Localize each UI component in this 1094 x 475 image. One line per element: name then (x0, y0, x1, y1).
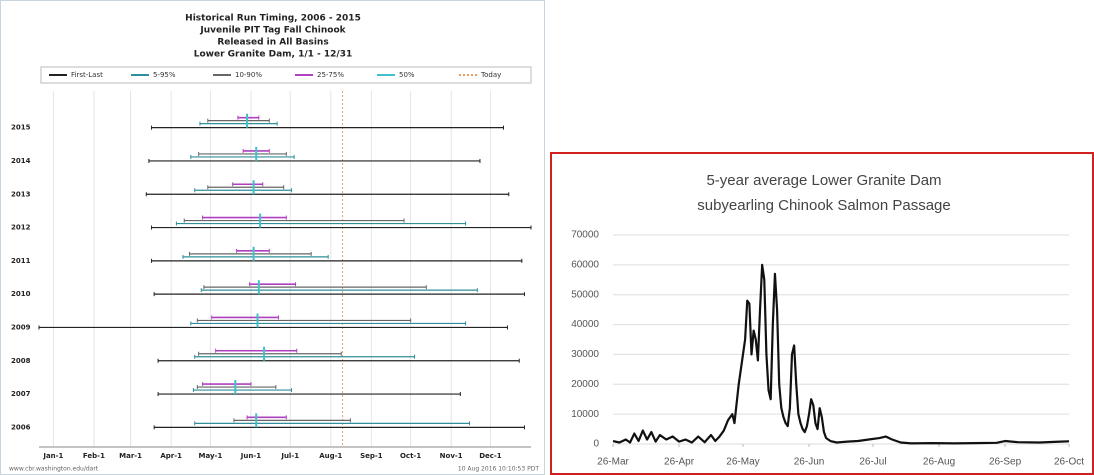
x-tick-label: Jul-1 (280, 452, 299, 460)
footer-left: www.cbr.washington.edu/dart (9, 466, 99, 473)
legend-label: 10-90% (235, 71, 262, 79)
y-tick-label: 2012 (11, 224, 31, 232)
x-tick-label: Jun-1 (240, 452, 261, 460)
x-tick-label: 26-Oct (1054, 457, 1084, 468)
x-tick-label: 26-Jun (794, 457, 825, 468)
legend-box (40, 66, 532, 84)
x-tick-label: 26-May (726, 457, 759, 468)
footer-right: 10 Aug 2016 10:10:53 PDT (458, 466, 539, 473)
x-tick-label: Aug-1 (319, 452, 342, 460)
y-tick-label: 10000 (571, 409, 599, 420)
y-tick-label: 30000 (571, 349, 599, 360)
y-tick-label: 20000 (571, 379, 599, 390)
run-timing-chart: Historical Run Timing, 2006 - 2015 Juveni… (0, 0, 545, 475)
x-tick-label: 26-Mar (597, 457, 629, 468)
y-tick-label: 2014 (11, 157, 31, 165)
y-tick-label: 60000 (571, 259, 599, 270)
legend-label: 25-75% (317, 71, 344, 79)
legend-label: 50% (399, 71, 415, 79)
x-tick-label: Mar-1 (119, 452, 142, 460)
x-tick-label: Feb-1 (83, 452, 105, 460)
chart-title: Juvenile PIT Tag Fall Chinook (199, 26, 346, 36)
legend-label: 5-95% (153, 71, 176, 79)
y-tick-label: 50000 (571, 289, 599, 300)
y-tick-label: 2013 (11, 190, 31, 198)
x-tick-label: May-1 (199, 452, 223, 460)
x-tick-label: 26-Apr (664, 457, 695, 468)
y-tick-label: 40000 (571, 319, 599, 330)
x-tick-label: 26-Aug (923, 457, 955, 468)
chart-title: Historical Run Timing, 2006 - 2015 (185, 14, 361, 24)
legend-label: First-Last (71, 71, 103, 79)
y-tick-label: 0 (593, 439, 599, 450)
x-tick-label: Jan-1 (42, 452, 63, 460)
y-tick-label: 2009 (11, 323, 31, 331)
y-tick-label: 2006 (11, 423, 31, 431)
chart-title: subyearling Chinook Salmon Passage (697, 197, 950, 214)
legend-label: Today (480, 71, 501, 79)
y-tick-label: 2015 (11, 124, 31, 132)
chart-title: 5-year average Lower Granite Dam (706, 172, 941, 189)
x-tick-label: 26-Jul (859, 457, 886, 468)
x-tick-label: Oct-1 (400, 452, 421, 460)
y-tick-label: 2008 (11, 357, 31, 365)
x-tick-label: 26-Sep (989, 457, 1022, 468)
chart-title: Released in All Basins (217, 38, 328, 48)
x-tick-label: Nov-1 (440, 452, 463, 460)
y-tick-label: 2007 (11, 390, 31, 398)
y-tick-label: 70000 (571, 230, 599, 241)
x-tick-label: Sep-1 (360, 452, 383, 460)
chart-title: Lower Granite Dam, 1/1 - 12/31 (194, 50, 352, 60)
x-tick-label: Dec-1 (479, 452, 502, 460)
data-line (612, 263, 1070, 445)
passage-chart: 5-year average Lower Granite Dam subyearl… (550, 152, 1094, 475)
y-tick-label: 2011 (11, 257, 31, 265)
y-tick-label: 2010 (11, 290, 31, 298)
x-tick-label: Apr-1 (160, 452, 182, 460)
